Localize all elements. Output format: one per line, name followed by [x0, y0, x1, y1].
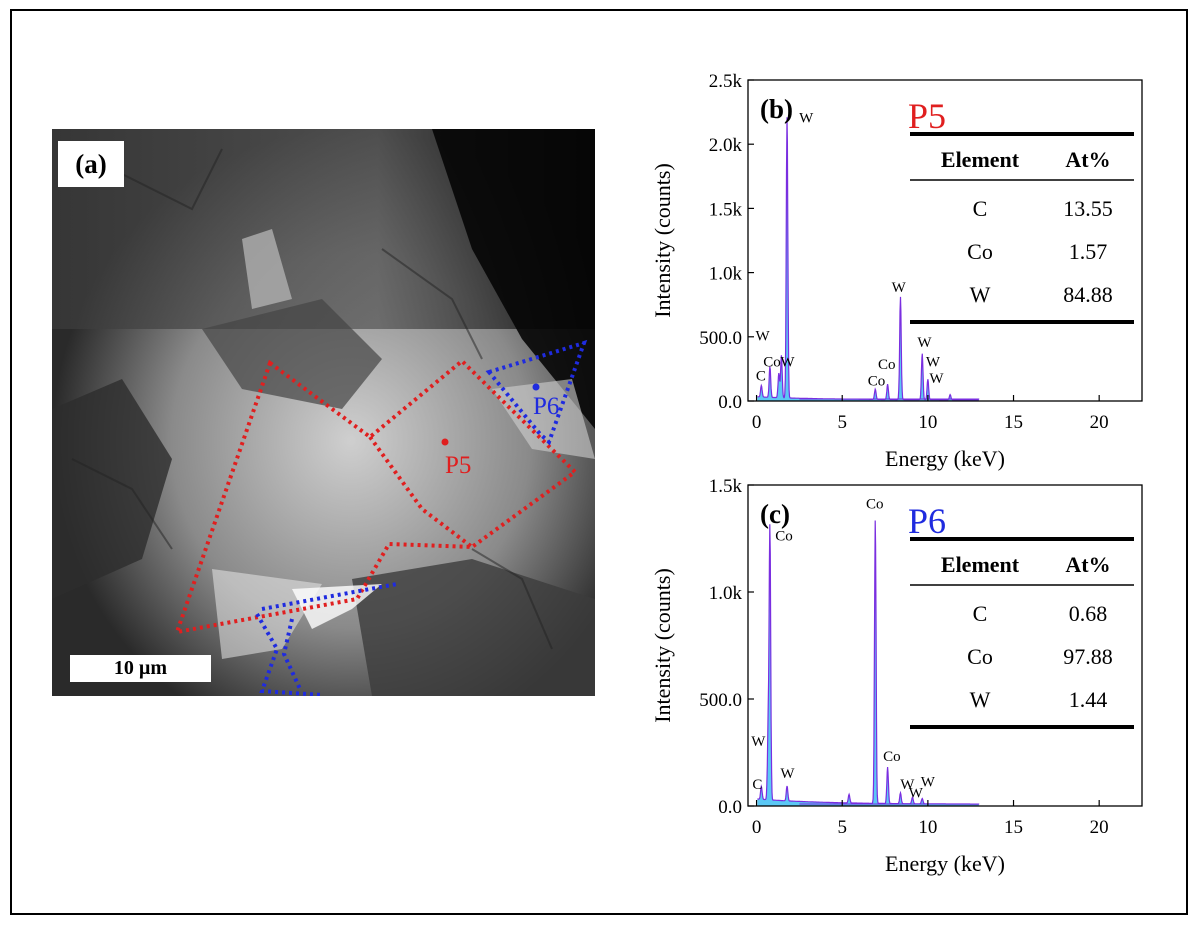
point-label-p5: P5 [445, 452, 472, 479]
figure-frame [10, 9, 1188, 915]
grain-outline-p6 [485, 339, 588, 446]
peak-label: W [926, 354, 941, 370]
y-tick-label: 2.5k [709, 71, 743, 92]
x-tick-label: 15 [1004, 412, 1023, 433]
eds-spectrum-p5: 0 5 10 15 20 0.0 500.0 1.0k 1.5k 2.0k 2.5k Energy (… [650, 71, 1143, 471]
y-tick-label: 1.0k [709, 264, 743, 285]
peak-label: Co [866, 497, 884, 513]
grain-outline-p5 [173, 358, 579, 635]
peak-label: W [780, 354, 795, 370]
panel-label-a: (a) [58, 141, 124, 187]
plot-frame [747, 79, 1143, 402]
peak-label: W [900, 777, 915, 793]
x-axis-label: Energy (keV) [885, 446, 1005, 471]
point-title: P6 [908, 501, 946, 541]
table-header-element: Element [941, 552, 1020, 577]
peak-label: Co [878, 357, 896, 373]
y-tick-label: 2.0k [709, 135, 743, 156]
table-cell-value: 1.44 [1069, 687, 1108, 712]
table-cell-value: 1.57 [1069, 239, 1108, 264]
peak-label: C [756, 368, 766, 384]
table-cell-value: 0.68 [1069, 601, 1108, 626]
table-header-element: Element [941, 147, 1020, 172]
peak-label: W [799, 110, 814, 126]
y-tick-label: 500.0 [699, 690, 742, 711]
x-tick-label: 20 [1090, 412, 1109, 433]
y-axis-label: Intensity (counts) [650, 163, 675, 318]
table-cell-element: C [973, 601, 988, 626]
table-cell-value: 97.88 [1063, 644, 1113, 669]
eds-spectrum-p6: 0 5 10 15 20 0.0 500.0 1.0k 1.5k Energy (keV) Inte… [650, 476, 1143, 876]
x-tick-label: 5 [837, 817, 847, 838]
y-tick-label: 0.0 [718, 797, 742, 818]
peak-label: Co [883, 749, 901, 765]
x-tick-label: 20 [1090, 817, 1109, 838]
table-header-at: At% [1065, 147, 1110, 172]
peak-label: W [892, 280, 907, 296]
table-cell-element: C [973, 196, 988, 221]
panel-label: (c) [760, 499, 790, 529]
table-cell-element: W [970, 282, 991, 307]
x-tick-label: 0 [752, 817, 762, 838]
y-tick-label: 500.0 [699, 328, 742, 349]
point-label-p6: P6 [533, 393, 560, 420]
point-title: P5 [908, 96, 946, 136]
table-cell-element: W [970, 687, 991, 712]
x-tick-label: 10 [918, 412, 937, 433]
peak-label: Co [775, 529, 793, 545]
peak-label: W [929, 371, 944, 387]
peak-label: W [909, 785, 924, 801]
table-cell-value: 13.55 [1063, 196, 1113, 221]
y-axis-label: Intensity (counts) [650, 568, 675, 723]
peak-label: W [921, 775, 936, 791]
x-tick-label: 0 [752, 412, 762, 433]
peak-label: W [751, 734, 766, 750]
point-marker-p5 [441, 438, 449, 446]
peak-label: C [752, 777, 762, 793]
y-tick-label: 0.0 [718, 392, 742, 413]
x-tick-label: 5 [837, 412, 847, 433]
peak-label: W [780, 766, 795, 782]
table-cell-element: Co [967, 239, 993, 264]
plot-frame [747, 484, 1143, 807]
table-header-at: At% [1065, 552, 1110, 577]
y-tick-label: 1.5k [709, 199, 743, 220]
y-tick-label: 1.0k [709, 583, 743, 604]
point-marker-p6 [532, 383, 540, 391]
y-tick-label: 1.5k [709, 476, 743, 497]
table-cell-element: Co [967, 644, 993, 669]
peak-label: Co [763, 354, 781, 370]
peak-label: W [917, 335, 932, 351]
table-cell-value: 84.88 [1063, 282, 1113, 307]
peak-label: W [755, 329, 770, 345]
x-axis-label: Energy (keV) [885, 851, 1005, 876]
scale-bar: 10 µm [70, 655, 211, 682]
peak-label: Co [868, 374, 886, 390]
x-tick-label: 10 [918, 817, 937, 838]
panel-label: (b) [760, 94, 793, 124]
x-tick-label: 15 [1004, 817, 1023, 838]
tem-micrograph [52, 129, 595, 696]
